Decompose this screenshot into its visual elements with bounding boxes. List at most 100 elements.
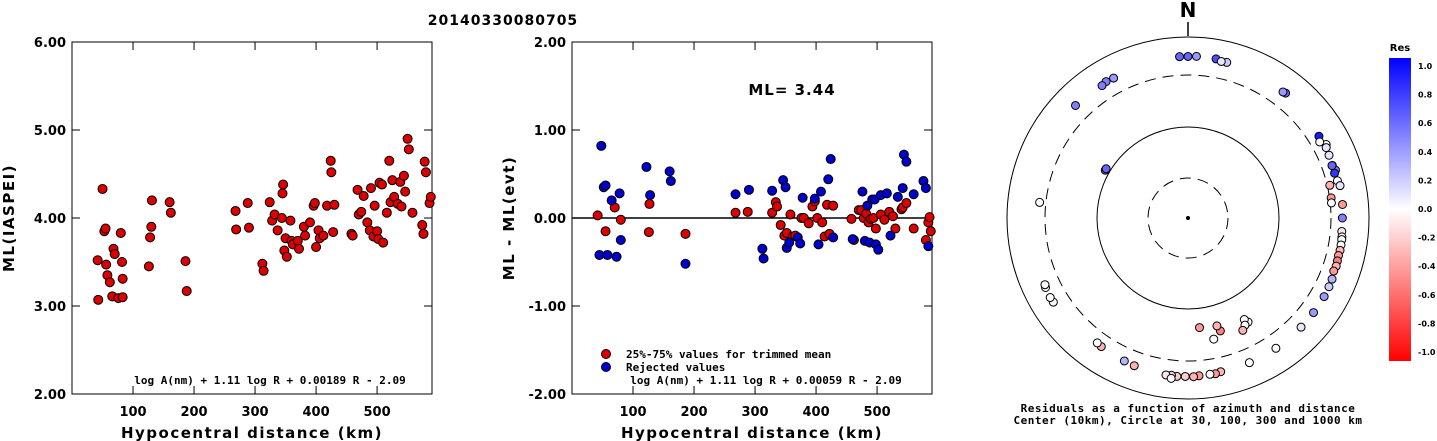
data-point — [881, 188, 892, 199]
data-point — [328, 227, 339, 238]
data-point — [592, 210, 603, 221]
colorbar: Res 1.0 0.8 0.6 0.4 0.2 0.0 -0.2 -0.4 -0.6 -0.8 -1… — [1389, 43, 1436, 361]
data-point — [97, 183, 108, 194]
data-point — [402, 133, 413, 144]
station-point — [1319, 292, 1329, 302]
data-point — [231, 224, 242, 235]
data-point — [602, 249, 613, 260]
data-point — [145, 232, 156, 243]
data-point — [242, 198, 253, 209]
formula-note: log A(nm) + 1.11 log R + 0.00059 R - 2.0… — [630, 374, 902, 387]
data-point — [101, 259, 112, 270]
data-point — [407, 207, 418, 218]
data-point — [892, 191, 903, 202]
ring-100km — [1096, 126, 1280, 310]
ml-value-label: ML= 3.44 — [748, 81, 835, 99]
station-point — [1045, 293, 1055, 303]
data-point — [117, 257, 128, 267]
data-point — [784, 237, 795, 248]
station-point — [1309, 308, 1319, 318]
data-point — [369, 200, 380, 211]
colorbar-tick-label: -0.2 — [1418, 234, 1436, 243]
caption-line-1: Residuals as a function of azimuth and d… — [1021, 402, 1356, 415]
x-tick-label: 300 — [741, 405, 768, 420]
data-point — [376, 179, 387, 190]
data-point — [797, 192, 808, 203]
data-point — [278, 179, 289, 190]
x-tick-label: 400 — [802, 405, 829, 420]
data-point — [757, 243, 768, 254]
data-point — [419, 156, 430, 167]
data-point — [897, 183, 908, 194]
data-point — [742, 206, 753, 217]
station-point — [1337, 199, 1347, 209]
colorbar-tick-label: 0.6 — [1418, 119, 1433, 128]
data-point — [645, 190, 656, 201]
data-point — [730, 207, 741, 218]
colorbar-tick-label: 0.4 — [1418, 148, 1433, 157]
data-point — [743, 184, 754, 195]
data-points — [592, 140, 936, 269]
data-points — [92, 133, 436, 305]
data-point — [300, 230, 311, 241]
station-point — [1330, 168, 1340, 178]
station-point — [1195, 323, 1205, 333]
y-tick-label: 5.00 — [34, 124, 66, 139]
colorbar-title: Res — [1390, 43, 1410, 54]
station-point — [1238, 325, 1248, 335]
data-point — [104, 277, 115, 288]
data-point — [611, 251, 622, 262]
data-point — [641, 161, 652, 172]
data-point — [767, 185, 778, 196]
station-point — [1189, 372, 1199, 382]
x-tick-label: 400 — [302, 405, 329, 420]
station-point — [1296, 322, 1306, 332]
station-point — [1070, 100, 1080, 110]
data-point — [606, 195, 617, 206]
y-tick-label: 2.00 — [534, 36, 566, 51]
data-point — [908, 189, 919, 200]
colorbar-tick-label: 0.8 — [1418, 91, 1433, 100]
station-point — [1326, 198, 1336, 208]
plot-frame — [71, 41, 433, 395]
data-point — [813, 239, 824, 250]
ml-iaspei-panel: 2.00 3.00 4.00 5.00 6.00 100 200 300 400 500 log… — [0, 36, 436, 441]
data-point — [309, 198, 320, 209]
data-point — [664, 166, 675, 177]
colorbar-tick-label: 0.2 — [1418, 176, 1432, 185]
legend-marker-rejected — [601, 362, 611, 372]
data-point — [847, 234, 858, 245]
station-point — [1321, 143, 1331, 153]
data-point — [879, 214, 890, 225]
data-point — [775, 220, 786, 231]
station-point — [1035, 197, 1045, 207]
data-point — [643, 227, 654, 238]
data-point — [890, 223, 901, 234]
data-point — [924, 212, 935, 223]
data-point — [146, 221, 157, 232]
data-point — [326, 167, 337, 178]
station-point — [1119, 356, 1129, 366]
station-point — [1327, 274, 1337, 284]
data-point — [908, 223, 919, 234]
station-point — [1101, 164, 1111, 174]
data-point — [347, 230, 358, 241]
x-tick-label: 100 — [619, 405, 646, 420]
x-axis: 100 200 300 400 500 — [619, 42, 891, 420]
colorbar-tick-label: -0.8 — [1418, 319, 1436, 328]
y-tick-label: -2.00 — [529, 388, 566, 403]
data-point — [596, 140, 607, 151]
station-point — [1327, 161, 1337, 171]
station-point — [1209, 334, 1219, 344]
data-point — [100, 223, 111, 234]
data-point — [352, 184, 363, 195]
data-point — [258, 265, 269, 276]
station-point — [1212, 321, 1222, 331]
ring-1000km — [1006, 36, 1370, 400]
data-point — [758, 253, 769, 264]
data-point — [823, 174, 834, 185]
data-point — [277, 188, 288, 199]
data-point — [164, 197, 175, 208]
colorbar-ticks: 1.0 0.8 0.6 0.4 0.2 0.0 -0.2 -0.4 -0.6 -0.8 -1.0 — [1418, 62, 1436, 357]
y-axis: -2.00 -1.00 0.00 1.00 2.00 — [529, 36, 932, 403]
